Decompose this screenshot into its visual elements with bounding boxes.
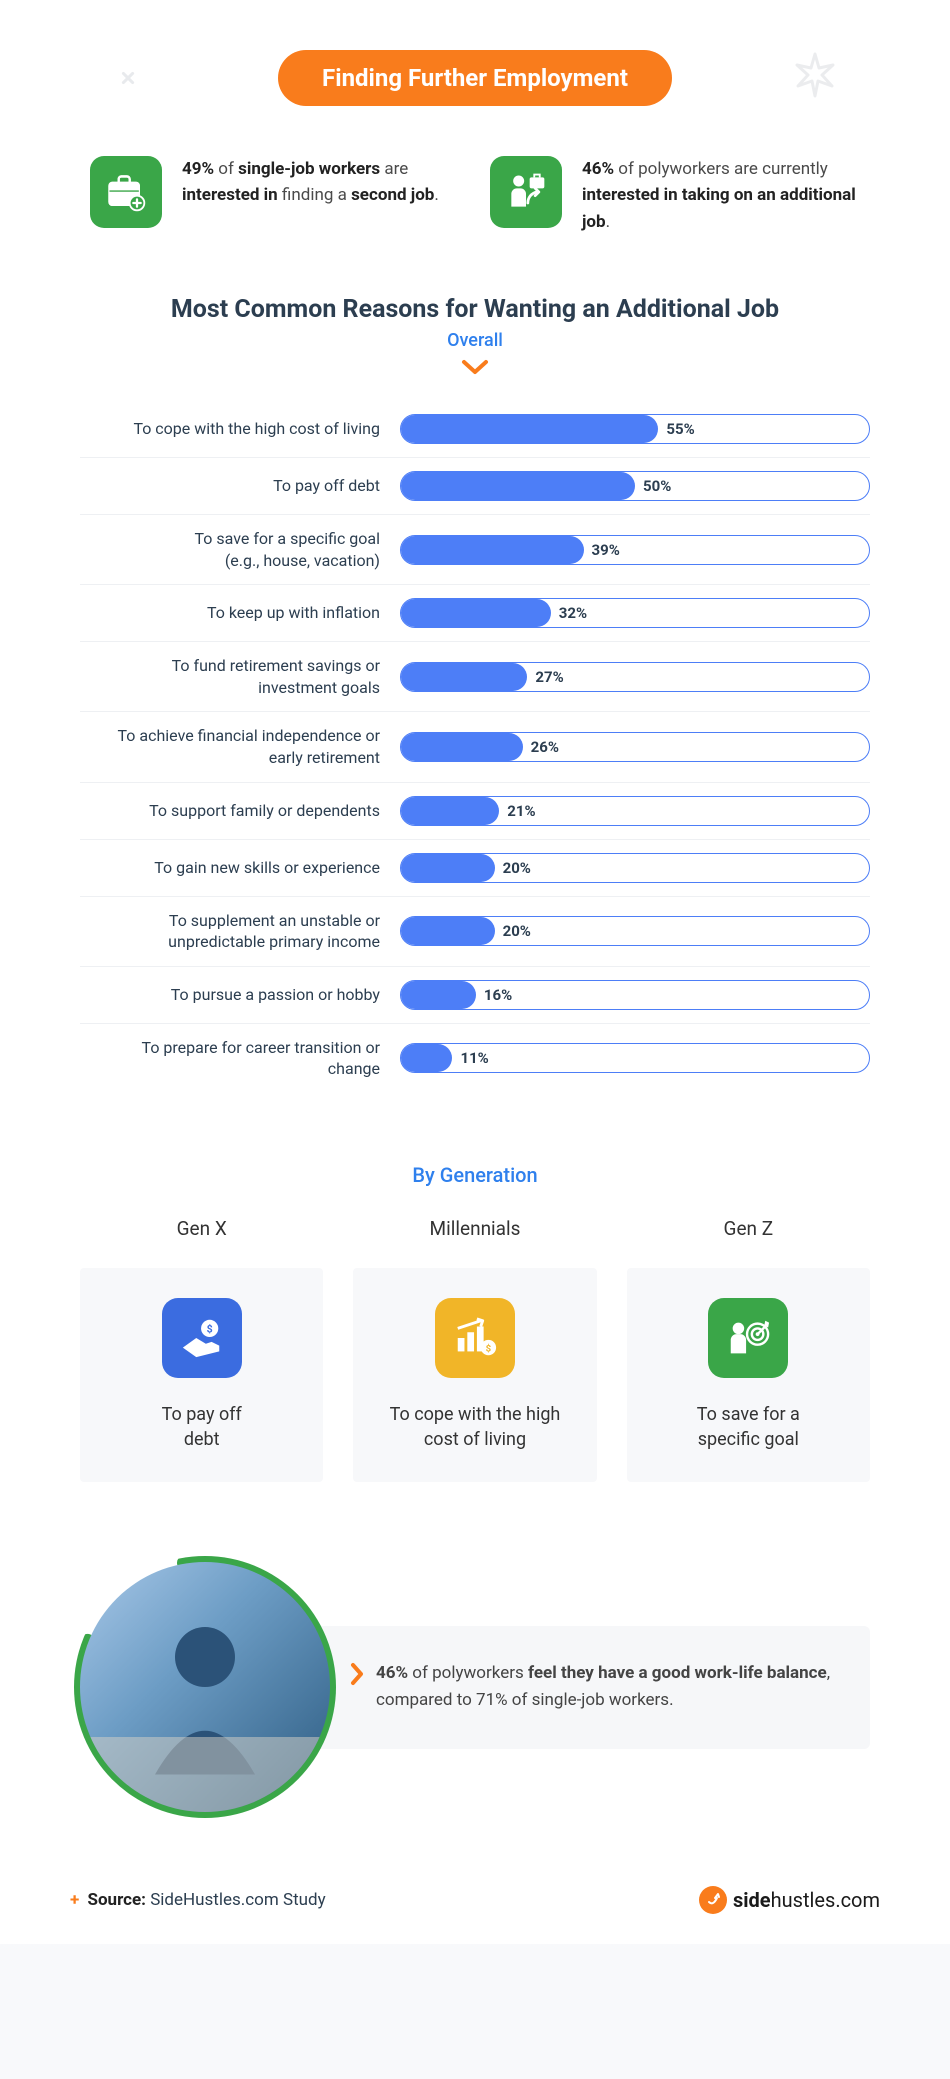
bar-label: To fund retirement savings orinvestment …: [80, 655, 380, 698]
bar-label: To gain new skills or experience: [80, 857, 380, 879]
generation-card: Gen Z To save for aspecific goal: [627, 1217, 870, 1482]
bar-track: 20%: [400, 853, 870, 883]
stat-item: 46% of polyworkers are currently interes…: [490, 156, 860, 235]
bar-label: To keep up with inflation: [80, 602, 380, 624]
bar-label: To achieve financial independence orearl…: [80, 725, 380, 768]
generation-box: $ To cope with the highcost of living: [353, 1268, 596, 1482]
bar-row: To pay off debt 50%: [80, 457, 870, 514]
bar-fill: [401, 663, 527, 691]
quote-block: 46% of polyworkers feel they have a good…: [80, 1562, 870, 1812]
bar-fill: [401, 415, 658, 443]
generation-box: $ To pay offdebt: [80, 1268, 323, 1482]
quote-box: 46% of polyworkers feel they have a good…: [290, 1626, 870, 1748]
bar-row: To supplement an unstable orunpredictabl…: [80, 896, 870, 966]
svg-text:$: $: [486, 1343, 492, 1354]
bar-row: To support family or dependents 21%: [80, 782, 870, 839]
bar-value: 50%: [643, 477, 671, 495]
generation-text: To save for aspecific goal: [643, 1402, 854, 1452]
bar-row: To prepare for career transition orchang…: [80, 1023, 870, 1093]
chart-coin-icon: $: [435, 1298, 515, 1378]
bar-value: 26%: [531, 738, 559, 756]
bar-value: 32%: [559, 604, 587, 622]
bar-row: To cope with the high cost of living 55%: [80, 401, 870, 457]
bar-track: 11%: [400, 1043, 870, 1073]
infographic-page: Finding Further Employment 49% of single…: [0, 0, 950, 1944]
bar-label: To support family or dependents: [80, 800, 380, 822]
bar-row: To keep up with inflation 32%: [80, 584, 870, 641]
chart-title: Most Common Reasons for Wanting an Addit…: [70, 295, 880, 324]
bar-label: To prepare for career transition orchang…: [80, 1037, 380, 1080]
bar-fill: [401, 1044, 452, 1072]
bar-fill: [401, 917, 495, 945]
svg-text:$: $: [206, 1322, 212, 1335]
bar-track: 20%: [400, 916, 870, 946]
bar-row: To save for a specific goal(e.g., house,…: [80, 514, 870, 584]
generation-text: To pay offdebt: [96, 1402, 307, 1452]
bar-label: To pay off debt: [80, 475, 380, 497]
chevron-right-icon: [350, 1662, 364, 1686]
bar-fill: [401, 981, 476, 1009]
main-title: Finding Further Employment: [278, 50, 672, 106]
target-person-icon: [708, 1298, 788, 1378]
generation-name: Gen X: [80, 1217, 323, 1240]
bar-track: 39%: [400, 535, 870, 565]
generation-card: Millennials $ To cope with the highcost …: [353, 1217, 596, 1482]
quote-image: [80, 1562, 330, 1812]
generation-text: To cope with the highcost of living: [369, 1402, 580, 1452]
bar-label: To save for a specific goal(e.g., house,…: [80, 528, 380, 571]
decoration-star-icon: [790, 50, 840, 100]
bar-fill: [401, 797, 499, 825]
bar-value: 20%: [503, 922, 531, 940]
bar-track: 27%: [400, 662, 870, 692]
chevron-down-icon: [461, 359, 489, 375]
stat-item: 49% of single-job workers are interested…: [90, 156, 460, 235]
bar-fill: [401, 472, 635, 500]
generation-name: Millennials: [353, 1217, 596, 1240]
bar-value: 39%: [592, 541, 620, 559]
bar-track: 26%: [400, 732, 870, 762]
bar-fill: [401, 599, 551, 627]
top-stats-row: 49% of single-job workers are interested…: [90, 156, 860, 235]
stat-text: 49% of single-job workers are interested…: [182, 156, 460, 209]
bar-track: 55%: [400, 414, 870, 444]
bar-value: 55%: [666, 420, 694, 438]
bar-row: To gain new skills or experience 20%: [80, 839, 870, 896]
bar-value: 16%: [484, 986, 512, 1004]
logo: sidehustles.com: [699, 1886, 880, 1914]
bar-fill: [401, 536, 584, 564]
hand-coin-icon: $: [162, 1298, 242, 1378]
chart-subtitle: Overall: [70, 330, 880, 351]
logo-badge-icon: [699, 1886, 727, 1914]
generation-name: Gen Z: [627, 1217, 870, 1240]
generation-row: Gen X $ To pay offdebt Millennials $ To …: [80, 1217, 870, 1482]
bar-row: To fund retirement savings orinvestment …: [80, 641, 870, 711]
bar-row: To achieve financial independence orearl…: [80, 711, 870, 781]
bar-track: 50%: [400, 471, 870, 501]
bar-value: 11%: [460, 1049, 488, 1067]
stat-text: 46% of polyworkers are currently interes…: [582, 156, 860, 235]
briefcase-plus-icon: [90, 156, 162, 228]
source-line: + Source: SideHustles.com Study: [70, 1890, 326, 1910]
bar-value: 21%: [507, 802, 535, 820]
bar-label: To supplement an unstable orunpredictabl…: [80, 910, 380, 953]
bar-label: To cope with the high cost of living: [80, 418, 380, 440]
bar-track: 32%: [400, 598, 870, 628]
bar-row: To pursue a passion or hobby 16%: [80, 966, 870, 1023]
footer: + Source: SideHustles.com Study sidehust…: [70, 1862, 880, 1914]
person-briefcase-arrow-icon: [490, 156, 562, 228]
bar-label: To pursue a passion or hobby: [80, 984, 380, 1006]
bar-fill: [401, 854, 495, 882]
bar-value: 27%: [535, 668, 563, 686]
bar-fill: [401, 733, 523, 761]
plus-icon: +: [70, 1890, 79, 1910]
bar-track: 16%: [400, 980, 870, 1010]
quote-text: 46% of polyworkers feel they have a good…: [376, 1660, 836, 1714]
bar-value: 20%: [503, 859, 531, 877]
generation-title: By Generation: [70, 1163, 880, 1187]
bar-track: 21%: [400, 796, 870, 826]
decoration-x-icon: [120, 70, 136, 86]
bar-chart: To cope with the high cost of living55%T…: [80, 401, 870, 1093]
generation-card: Gen X $ To pay offdebt: [80, 1217, 323, 1482]
generation-box: To save for aspecific goal: [627, 1268, 870, 1482]
